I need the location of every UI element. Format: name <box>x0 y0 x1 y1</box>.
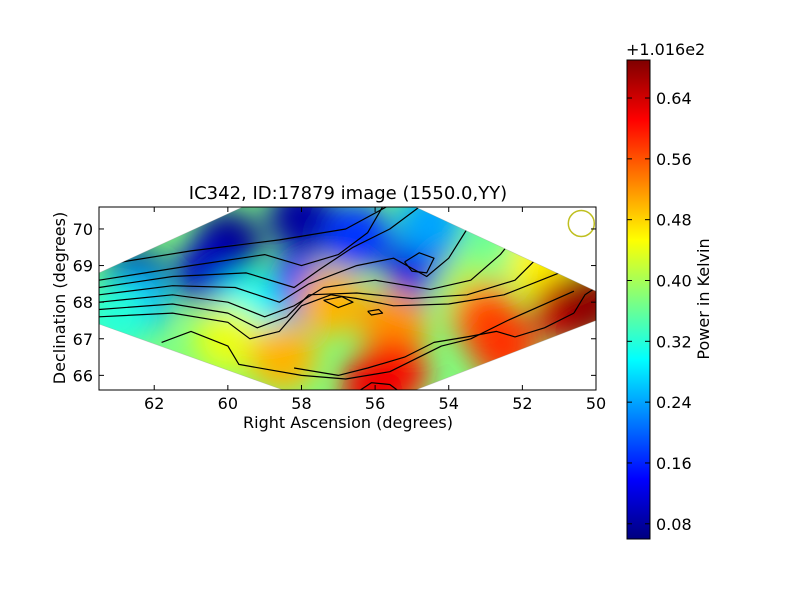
contour-line <box>360 382 398 390</box>
x-tick-label: 54 <box>439 394 459 413</box>
contour-line <box>99 257 538 329</box>
field-sample <box>296 268 365 337</box>
colorbar-tick-label: 0.40 <box>656 271 692 290</box>
contour-line <box>323 296 354 309</box>
x-tick-label: 60 <box>218 394 238 413</box>
field-sample <box>267 207 336 252</box>
colorbar-tick-label: 0.24 <box>656 393 692 412</box>
colorbar-offset-label: +1.016e2 <box>626 40 705 59</box>
chart-title: IC342, ID:17879 image (1550.0,YY) <box>189 183 507 204</box>
x-axis-label: Right Ascension (degrees) <box>243 413 453 432</box>
y-tick-label: 68 <box>73 293 93 312</box>
contour-line <box>99 207 420 289</box>
x-tick-label: 56 <box>365 394 385 413</box>
y-axis: 66 67 68 69 70 <box>73 220 596 385</box>
colorbar-label: Power in Kelvin <box>694 238 713 359</box>
contour-line <box>99 207 387 267</box>
colorbar-tick-label: 0.56 <box>656 150 692 169</box>
contour-line <box>161 290 575 380</box>
contour-lines <box>99 207 596 390</box>
contour-line <box>99 213 486 303</box>
contour-line <box>99 272 560 340</box>
contour-line <box>404 252 435 274</box>
colorbar-tick-label: 0.08 <box>656 515 692 534</box>
field-sample <box>396 207 465 256</box>
y-tick-label: 70 <box>73 220 93 239</box>
y-tick-label: 66 <box>73 366 93 385</box>
field-sample <box>554 268 596 337</box>
x-tick-label: 58 <box>291 394 311 413</box>
x-tick-label: 52 <box>512 394 532 413</box>
contour-line <box>294 312 575 376</box>
field-sample <box>249 323 318 390</box>
contour-line <box>99 235 516 318</box>
x-tick-label: 50 <box>586 394 606 413</box>
colorbar-ticks: 0.08 0.16 0.24 0.32 0.40 0.48 0.56 0.64 <box>627 89 692 534</box>
colorbar-tick-label: 0.64 <box>656 89 692 108</box>
contour-line <box>367 308 384 316</box>
y-tick-label: 67 <box>73 330 93 349</box>
colorbar-tick-label: 0.48 <box>656 211 692 230</box>
colorbar <box>626 59 651 540</box>
field-sample <box>359 290 428 359</box>
y-axis-label: Declination (degrees) <box>50 212 69 384</box>
colorbar-tick-label: 0.16 <box>656 454 692 473</box>
y-tick-label: 69 <box>73 257 93 276</box>
beam-marker <box>567 209 596 238</box>
x-tick-label: 62 <box>144 394 164 413</box>
colorbar-tick-label: 0.32 <box>656 332 692 351</box>
x-axis: 62 60 58 56 54 52 50 <box>144 207 606 413</box>
plot-frame <box>98 206 597 391</box>
contour-line <box>99 207 384 281</box>
contour-line <box>573 287 596 314</box>
